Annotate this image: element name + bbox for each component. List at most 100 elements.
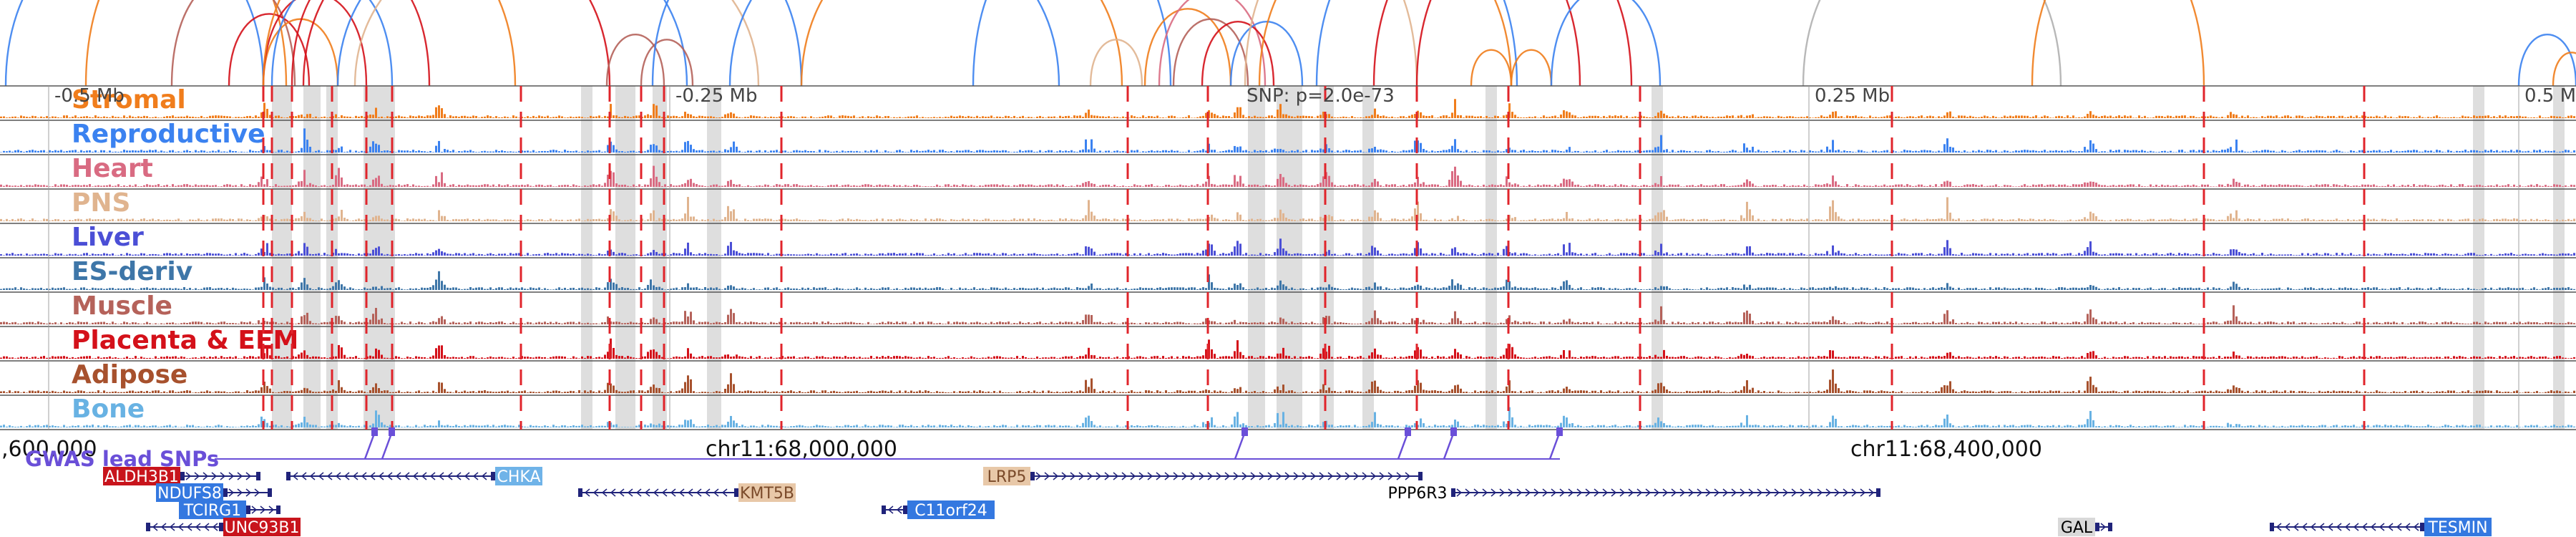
signal-bar bbox=[1646, 117, 1648, 118]
signal-bar bbox=[1205, 288, 1207, 290]
signal-bar bbox=[1494, 185, 1496, 187]
signal-bar bbox=[163, 185, 165, 187]
signal-bar bbox=[481, 151, 483, 153]
signal-bar bbox=[819, 185, 821, 187]
signal-bar bbox=[2373, 184, 2375, 187]
signal-bar bbox=[1385, 184, 1387, 187]
signal-bar bbox=[681, 184, 683, 187]
signal-bar bbox=[1929, 150, 1931, 153]
signal-bar bbox=[1915, 185, 1917, 187]
signal-bar bbox=[950, 287, 952, 290]
signal-bar bbox=[730, 241, 732, 256]
signal-bar bbox=[1929, 185, 1931, 187]
signal-bar bbox=[924, 185, 927, 187]
signal-bar bbox=[366, 186, 369, 187]
signal-bar bbox=[870, 288, 872, 290]
signal-bar bbox=[982, 253, 984, 256]
signal-bar bbox=[1374, 146, 1376, 153]
signal-bar bbox=[1706, 185, 1708, 187]
signal-bar bbox=[83, 253, 85, 256]
signal-bar bbox=[1191, 253, 1193, 256]
signal-bar bbox=[1194, 219, 1196, 221]
signal-bar bbox=[575, 185, 577, 187]
signal-bar bbox=[1219, 253, 1221, 256]
signal-bar bbox=[1846, 115, 1848, 118]
signal-bar bbox=[429, 219, 431, 221]
signal-bar bbox=[1194, 254, 1196, 256]
signal-bar bbox=[644, 184, 646, 187]
signal-bar bbox=[1142, 115, 1144, 118]
signal-bar bbox=[1079, 254, 1081, 256]
signal-bar bbox=[2049, 253, 2051, 256]
signal-bar bbox=[449, 151, 452, 153]
signal-bar bbox=[478, 253, 480, 256]
signal-bar bbox=[575, 219, 577, 221]
signal-bar bbox=[1245, 186, 1247, 187]
signal-bar bbox=[2381, 218, 2384, 221]
signal-bar bbox=[1766, 151, 1768, 153]
signal-bar bbox=[2356, 254, 2358, 256]
signal-bar bbox=[1494, 255, 1496, 256]
signal-bar bbox=[1322, 111, 1324, 118]
signal-bar bbox=[478, 117, 480, 118]
signal-bar bbox=[764, 184, 766, 187]
signal-bar bbox=[1477, 116, 1479, 118]
signal-bar bbox=[1351, 218, 1353, 221]
signal-bar bbox=[1168, 185, 1170, 187]
signal-bar bbox=[601, 219, 603, 221]
signal-bar bbox=[893, 117, 895, 118]
signal-bar bbox=[2390, 116, 2392, 118]
signal-bar bbox=[461, 219, 463, 221]
signal-bar bbox=[103, 185, 105, 187]
signal-bar bbox=[801, 254, 804, 256]
signal-bar bbox=[1554, 220, 1556, 221]
signal-bar bbox=[1070, 150, 1073, 153]
signal-bar bbox=[779, 289, 781, 290]
signal-bar bbox=[2444, 253, 2446, 256]
signal-bar bbox=[2424, 184, 2426, 187]
signal-bar bbox=[1308, 116, 1310, 118]
signal-bar bbox=[1451, 218, 1453, 221]
signal-bar bbox=[349, 117, 351, 118]
signal-bar bbox=[1775, 219, 1777, 221]
signal-bar bbox=[1829, 184, 1831, 187]
signal-bar bbox=[29, 220, 31, 221]
signal-bar bbox=[2104, 185, 2106, 187]
signal-bar bbox=[1348, 117, 1350, 118]
signal-bar bbox=[1488, 150, 1491, 153]
signal-bar bbox=[2464, 150, 2467, 153]
signal-bar bbox=[1926, 186, 1928, 187]
signal-bar bbox=[696, 184, 698, 187]
signal-bar bbox=[2264, 255, 2266, 256]
signal-bar bbox=[1322, 149, 1324, 153]
signal-bar bbox=[226, 116, 228, 118]
signal-bar bbox=[764, 218, 766, 221]
signal-bar bbox=[1474, 116, 1476, 118]
signal-bar bbox=[2341, 115, 2343, 118]
signal-bar bbox=[1720, 254, 1722, 256]
signal-bar bbox=[902, 186, 904, 187]
signal-bar bbox=[1780, 186, 1782, 187]
signal-bar bbox=[2373, 150, 2375, 153]
signal-bar bbox=[1574, 253, 1576, 256]
signal-bar bbox=[1674, 152, 1677, 153]
signal-bar bbox=[335, 175, 337, 187]
signal-bar bbox=[1637, 117, 1639, 118]
signal-bar bbox=[386, 288, 389, 290]
signal-bar bbox=[741, 117, 743, 118]
signal-bar bbox=[2072, 115, 2074, 118]
signal-bar bbox=[1202, 183, 1204, 187]
signal-bar bbox=[1216, 218, 1219, 221]
signal-bar bbox=[34, 150, 36, 153]
signal-bar bbox=[2052, 253, 2054, 256]
signal-bar bbox=[716, 287, 718, 290]
signal-bar bbox=[2158, 115, 2160, 118]
signal-bar bbox=[2190, 115, 2192, 118]
signal-bar bbox=[412, 184, 414, 187]
signal-bar bbox=[349, 150, 351, 153]
signal-bar bbox=[882, 117, 884, 118]
signal-bar bbox=[255, 287, 257, 290]
signal-bar bbox=[1400, 253, 1402, 256]
